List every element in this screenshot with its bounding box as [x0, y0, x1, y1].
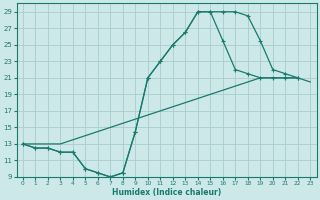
X-axis label: Humidex (Indice chaleur): Humidex (Indice chaleur): [112, 188, 221, 197]
